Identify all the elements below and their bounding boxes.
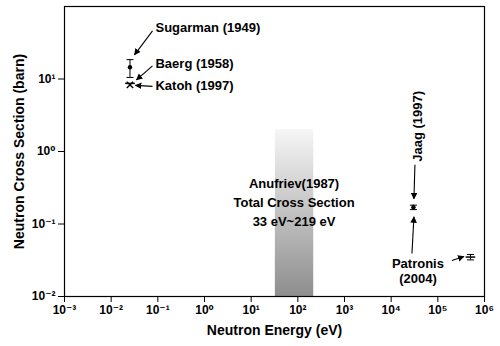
svg-text:10³: 10³ [336,303,353,317]
svg-text:33 eV~219 eV: 33 eV~219 eV [253,214,336,229]
svg-text:10⁻¹: 10⁻¹ [32,217,56,231]
svg-text:(2004): (2004) [399,271,437,286]
svg-text:Neutron Energy (eV): Neutron Energy (eV) [207,322,342,338]
svg-text:Sugarman (1949): Sugarman (1949) [155,20,260,35]
svg-text:10¹: 10¹ [38,72,55,86]
svg-text:Patronis: Patronis [392,256,444,271]
svg-text:10⁻³: 10⁻³ [53,303,77,317]
svg-text:Anufriev(1987): Anufriev(1987) [249,176,339,191]
svg-text:Baerg (1958): Baerg (1958) [155,56,233,71]
svg-text:10⁻²: 10⁻² [32,289,56,303]
svg-text:Neutron Cross Section (barn): Neutron Cross Section (barn) [11,54,27,249]
svg-text:10²: 10² [289,303,306,317]
svg-text:Jaag (1997): Jaag (1997) [410,91,425,162]
svg-text:10⁻¹: 10⁻¹ [146,303,170,317]
svg-text:10⁴: 10⁴ [382,303,401,317]
svg-text:10⁻²: 10⁻² [99,303,123,317]
svg-text:Total Cross Section: Total Cross Section [233,195,354,210]
svg-text:10⁶: 10⁶ [475,303,494,317]
svg-text:10⁰: 10⁰ [37,144,56,158]
svg-text:10⁰: 10⁰ [195,303,214,317]
svg-text:10⁵: 10⁵ [428,303,447,317]
svg-text:10¹: 10¹ [242,303,259,317]
svg-text:Katoh (1997): Katoh (1997) [155,78,233,93]
